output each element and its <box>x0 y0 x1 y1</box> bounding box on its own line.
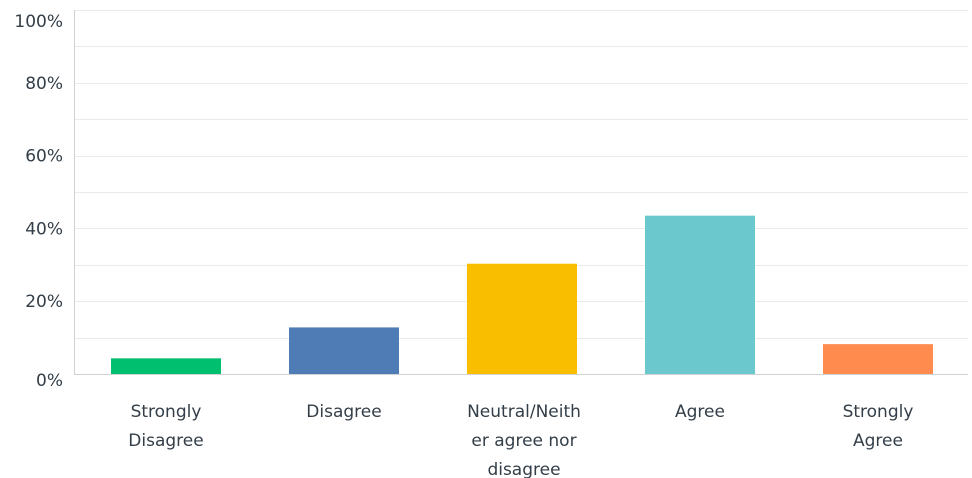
y-tick-label: 40% <box>25 219 63 239</box>
x-category-label: Strongly Disagree <box>128 402 203 451</box>
bar-1 <box>289 327 399 374</box>
bars <box>111 215 933 374</box>
bar-4 <box>823 344 933 374</box>
bar-2 <box>467 263 577 374</box>
y-tick-label: 60% <box>25 147 63 167</box>
y-axis-tick-labels: 0% 20% 40% 60% 80% 100% <box>14 12 63 391</box>
bar-0 <box>111 358 221 374</box>
bar-3 <box>645 215 755 374</box>
x-axis-category-labels: Strongly Disagree Disagree Neutral/Neith er … <box>128 402 913 478</box>
y-tick-label: 20% <box>25 292 63 312</box>
x-category-label: Disagree <box>306 402 381 422</box>
y-tick-label: 100% <box>14 12 63 32</box>
y-tick-label: 0% <box>36 371 63 391</box>
x-category-label: Agree <box>675 402 725 422</box>
x-category-label: Neutral/Neith er agree nor disagree <box>467 402 581 478</box>
x-category-label: Strongly Agree <box>843 402 914 451</box>
y-tick-label: 80% <box>25 74 63 94</box>
